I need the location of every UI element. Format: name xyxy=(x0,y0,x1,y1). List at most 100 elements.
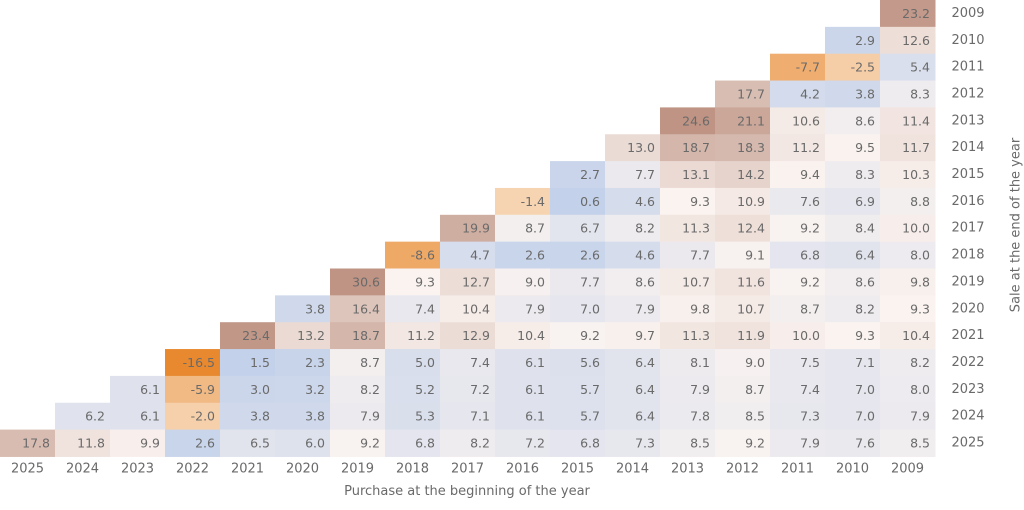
heatmap-cell xyxy=(660,134,716,162)
cell-label: 8.7 xyxy=(800,301,820,316)
cell-label: 8.7 xyxy=(525,221,545,236)
cell-label: 6.1 xyxy=(525,382,545,397)
heatmap-cell xyxy=(825,429,881,457)
cell-label: 8.4 xyxy=(855,221,875,236)
cell-label: 8.2 xyxy=(360,382,380,397)
heatmap-cell xyxy=(330,375,386,404)
heatmap-cell xyxy=(770,53,826,82)
cell-label: 9.1 xyxy=(745,248,765,263)
cell-label: -16.5 xyxy=(183,355,215,370)
cell-label: 8.2 xyxy=(470,436,490,451)
heatmap-cell xyxy=(550,349,606,377)
heatmap-cell xyxy=(605,349,661,377)
cell-label: 0.6 xyxy=(580,194,600,209)
heatmap-cell xyxy=(385,349,441,377)
cell-label: 7.9 xyxy=(525,301,545,316)
x-tick-label: 2016 xyxy=(506,462,539,477)
cell-label: 7.9 xyxy=(635,301,655,316)
x-tick-label: 2009 xyxy=(891,462,924,477)
heatmap-cell xyxy=(880,161,936,189)
cell-label: 7.1 xyxy=(470,409,490,424)
heatmap-cell xyxy=(825,375,881,404)
heatmap-cell xyxy=(825,161,881,189)
heatmap-cell xyxy=(825,80,881,108)
cell-label: 7.9 xyxy=(690,382,710,397)
cell-label: 9.5 xyxy=(855,140,875,155)
cell-label: 7.0 xyxy=(855,409,875,424)
heatmap-cell xyxy=(165,429,221,457)
y-tick-label: 2009 xyxy=(951,6,984,21)
cell-label: 3.8 xyxy=(305,301,325,316)
cell-label: 18.3 xyxy=(737,140,765,155)
heatmap-cell xyxy=(550,322,606,350)
cell-label: 11.2 xyxy=(792,140,820,155)
cell-label: 16.4 xyxy=(352,301,380,316)
cell-label: -7.7 xyxy=(796,60,820,75)
heatmap-cell xyxy=(605,134,661,162)
heatmap-cell xyxy=(660,349,716,377)
y-tick-label: 2012 xyxy=(951,86,984,101)
cell-label: 12.9 xyxy=(462,328,490,343)
cell-label: 2.6 xyxy=(525,248,545,263)
cell-label: 7.7 xyxy=(635,167,655,182)
heatmap-cell xyxy=(880,107,936,135)
cell-label: 6.9 xyxy=(855,194,875,209)
heatmap-cell xyxy=(440,214,496,243)
cell-label: 11.8 xyxy=(77,436,105,451)
heatmap-cell xyxy=(440,241,496,269)
heatmap-cell xyxy=(275,322,331,350)
cell-label: 7.9 xyxy=(910,409,930,424)
heatmap-cell xyxy=(715,349,771,377)
cell-label: 8.2 xyxy=(855,301,875,316)
heatmap-cell xyxy=(605,402,661,431)
cell-label: 9.2 xyxy=(745,436,765,451)
cell-label: 18.7 xyxy=(682,140,710,155)
heatmap-cell xyxy=(605,322,661,350)
heatmap-cell xyxy=(660,161,716,189)
heatmap-cell xyxy=(825,214,881,243)
y-tick-label: 2016 xyxy=(951,194,984,209)
heatmap-cell xyxy=(385,402,441,431)
heatmap-cell xyxy=(715,161,771,189)
cell-label: 5.3 xyxy=(415,409,435,424)
heatmap-cell xyxy=(440,402,496,431)
heatmap-cell xyxy=(880,187,936,216)
cell-label: 7.2 xyxy=(525,436,545,451)
cell-label: 9.2 xyxy=(800,274,820,289)
cell-label: 9.7 xyxy=(635,328,655,343)
cell-label: 8.3 xyxy=(910,86,930,101)
cell-label: 9.2 xyxy=(360,436,380,451)
cell-label: 9.3 xyxy=(690,194,710,209)
cell-label: 17.7 xyxy=(737,86,765,101)
heatmap-cell xyxy=(715,295,771,323)
cell-label: 3.2 xyxy=(305,382,325,397)
heatmap-cell xyxy=(605,187,661,216)
cell-label: 11.9 xyxy=(737,328,765,343)
cell-label: 2.6 xyxy=(580,248,600,263)
heatmap-cell xyxy=(220,402,276,431)
cell-label: 7.7 xyxy=(690,248,710,263)
cell-label: 6.1 xyxy=(525,409,545,424)
heatmap-cell xyxy=(880,375,936,404)
x-tick-label: 2012 xyxy=(726,462,759,477)
cell-label: 8.7 xyxy=(745,382,765,397)
heatmap-cell xyxy=(550,429,606,457)
heatmap-cell xyxy=(330,349,386,377)
heatmap-cell xyxy=(55,402,111,431)
cell-label: 12.4 xyxy=(737,221,765,236)
heatmap-cell xyxy=(495,375,551,404)
heatmap-cell xyxy=(770,349,826,377)
cell-label: 18.7 xyxy=(352,328,380,343)
cell-label: 7.9 xyxy=(360,409,380,424)
cell-label: 7.6 xyxy=(855,436,875,451)
heatmap-cell xyxy=(715,402,771,431)
heatmap-cell xyxy=(110,375,166,404)
cell-label: 23.2 xyxy=(902,6,930,21)
heatmap-cell xyxy=(825,107,881,135)
cell-label: 10.9 xyxy=(737,194,765,209)
y-tick-label: 2025 xyxy=(951,436,984,451)
cell-label: 8.2 xyxy=(635,221,655,236)
cell-label: 3.8 xyxy=(250,409,270,424)
y-tick-label: 2020 xyxy=(951,301,984,316)
heatmap-cell xyxy=(495,349,551,377)
